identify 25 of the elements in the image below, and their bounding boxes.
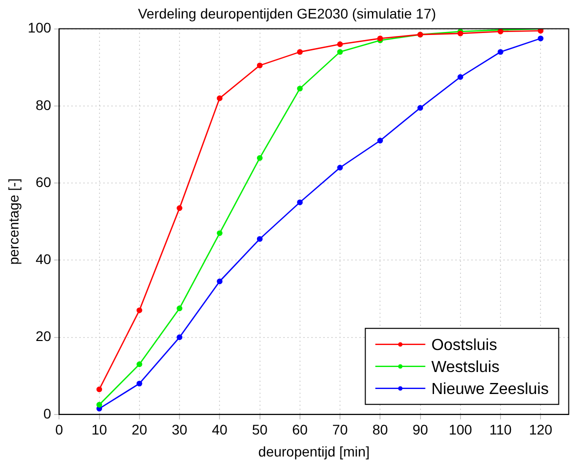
y-tick-label: 100 <box>28 20 52 36</box>
legend-label: Westsluis <box>431 358 500 376</box>
y-tick-label: 40 <box>36 251 52 268</box>
x-tick-label: 40 <box>212 422 228 438</box>
x-tick-label: 30 <box>172 422 188 438</box>
x-tick-label: 70 <box>332 422 348 438</box>
x-tick-label: 80 <box>372 422 388 438</box>
x-tick-label: 0 <box>55 422 64 438</box>
x-tick-label: 50 <box>252 422 268 438</box>
x-axis-title: deuropentijd [min] <box>258 443 370 460</box>
x-tick-label: 120 <box>528 422 553 438</box>
x-tick-label: 60 <box>292 422 308 438</box>
legend-label: Nieuwe Zeesluis <box>431 380 549 398</box>
y-tick-label: 60 <box>36 174 52 190</box>
x-tick-label: 10 <box>91 422 108 438</box>
chart-title: Verdeling deuropentijden GE2030 (simulatie 17) <box>138 5 436 22</box>
x-tick-label: 110 <box>489 422 512 438</box>
y-tick-label: 20 <box>36 328 52 344</box>
y-tick-label: 0 <box>43 405 52 422</box>
y-tick-label: 80 <box>36 96 52 113</box>
x-tick-label: 20 <box>132 422 148 438</box>
x-tick-label: 90 <box>412 422 428 438</box>
y-axis-title: percentage [-] <box>5 178 22 265</box>
x-tick-label: 100 <box>448 422 472 438</box>
legend-label: Oostsluis <box>431 336 498 354</box>
